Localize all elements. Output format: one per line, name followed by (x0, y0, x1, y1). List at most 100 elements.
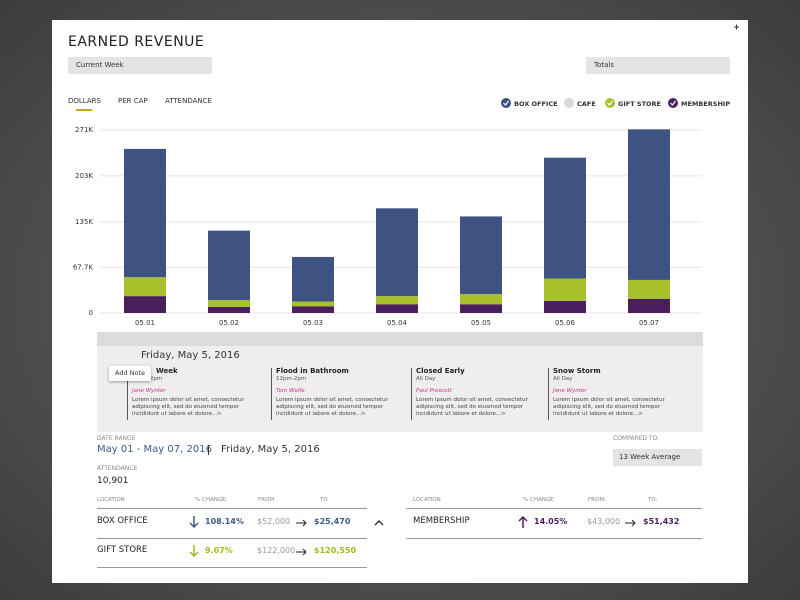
row-divider (406, 538, 702, 539)
bar-segment (544, 278, 586, 301)
compared-select[interactable] (613, 449, 702, 466)
note-time: All Day (553, 376, 573, 382)
note[interactable]: Closed Early All Day Paul Prescott Lorem ip… (411, 368, 544, 420)
y-tick-label: 203K (75, 172, 93, 180)
bar-segment (124, 277, 166, 297)
legend-check (670, 100, 676, 106)
to-arrow (625, 519, 636, 527)
note-author: Jane Wynter (132, 387, 166, 394)
bar-segment (460, 216, 502, 295)
bar-segment (292, 301, 334, 307)
bar-segment (544, 300, 586, 313)
tab[interactable]: PER CAP (118, 97, 148, 105)
legend-swatch[interactable] (605, 98, 615, 108)
bar-segment (292, 306, 334, 313)
x-tick-label: 05.03 (303, 319, 323, 327)
bar-segment (376, 208, 418, 297)
attendance-value: 10,901 (97, 476, 129, 486)
x-tick-label: 05.07 (639, 319, 659, 327)
legend-label[interactable]: GIFT STORE (618, 100, 661, 108)
note[interactable]: Snow Storm All Day Jane Wynter Lorem ipsum … (548, 368, 681, 420)
row-divider (97, 538, 367, 539)
location[interactable]: MEMBERSHIP (413, 516, 470, 526)
date-range: May 01 - May 07, 2016 (97, 444, 212, 455)
notes-panel (97, 332, 703, 432)
note[interactable]: Flood in Bathroom 12pm-2pm Tom Wolfe Lorem … (271, 368, 404, 420)
selected-date: Friday, May 5, 2016 (221, 444, 320, 455)
percent-change: 9.07% (205, 546, 233, 555)
note-text: Lorem ipsum dolor sit amet, consectetur … (276, 397, 388, 417)
column-header: TO (320, 497, 328, 503)
row-divider (406, 508, 702, 509)
y-tick-label: 67.7K (73, 263, 94, 271)
bar-segment (124, 296, 166, 313)
y-tick-label: 271K (75, 126, 93, 134)
note-time: 12pm-2pm (276, 376, 307, 382)
to-value: $120,550 (314, 546, 357, 555)
legend-label[interactable]: BOX OFFICE (514, 100, 558, 108)
note-author: Tom Wolfe (276, 387, 305, 394)
legend-label[interactable]: MEMBERSHIP (681, 100, 730, 108)
bar-segment (376, 296, 418, 305)
column-header: LOCATION (97, 497, 125, 503)
location[interactable]: GIFT STORE (97, 545, 148, 555)
column-header: LOCATION (413, 497, 441, 503)
compared-text: 13 Week Average (619, 453, 681, 461)
bar-segment (544, 157, 586, 279)
from-value: $43,000 (587, 517, 621, 526)
y-tick-label: 0 (89, 309, 93, 317)
y-tick-label: 135K (75, 218, 93, 226)
note-author: Paul Prescott (416, 387, 452, 394)
percent-change: 14.05% (534, 517, 568, 526)
view-select-text: Totals (594, 61, 614, 69)
location[interactable]: BOX OFFICE (97, 516, 148, 526)
bar-segment (208, 300, 250, 307)
date-range-label: DATE RANGE (97, 435, 136, 442)
to-arrow (296, 519, 307, 527)
legend-check (503, 100, 509, 106)
change-arrow (189, 545, 199, 558)
legend-swatch[interactable] (501, 98, 511, 108)
corner-plus[interactable] (734, 24, 739, 30)
add-note-button[interactable]: Add Note (109, 366, 152, 381)
legend-check (607, 100, 613, 106)
bar-segment (460, 304, 502, 313)
bar-segment (208, 230, 250, 301)
note-time: 12pm-2pm (132, 376, 260, 383)
bar-segment (628, 129, 670, 280)
note-time: All Day (416, 376, 436, 382)
bar-segment (628, 298, 670, 313)
note-text: Lorem ipsum dolor sit amet, consectetur … (416, 397, 528, 417)
title: EARNED REVENUE (68, 34, 205, 50)
from-value: $52,000 (257, 517, 291, 526)
attendance-label: ATTENDANCE (97, 465, 138, 472)
note-text: Lorem ipsum dolor sit amet, consectetur … (132, 397, 244, 417)
from-value: $122,000 (257, 546, 296, 555)
percent-change: 108.14% (205, 517, 244, 526)
date-picker[interactable] (68, 57, 212, 74)
collapse-caret[interactable] (374, 520, 384, 526)
notes-date: Friday, May 5, 2016 (141, 350, 240, 361)
legend-label[interactable]: CAFE (577, 100, 596, 108)
column-header: FROM: (588, 497, 606, 503)
note-title: Week (156, 367, 178, 375)
tab-underline (76, 109, 92, 111)
view-select[interactable] (586, 57, 730, 74)
column-header: FROM (258, 497, 275, 503)
x-tick-label: 05.01 (135, 319, 155, 327)
legend-swatch[interactable] (564, 98, 574, 108)
column-header: % CHANGE: (195, 497, 228, 503)
note-text: Lorem ipsum dolor sit amet, consectetur … (553, 397, 665, 417)
bar-segment (124, 148, 166, 278)
legend-swatch[interactable] (668, 98, 678, 108)
tab[interactable]: ATTENDANCE (165, 97, 212, 105)
note-title: Flood in Bathroom (276, 367, 349, 375)
row-divider (97, 567, 367, 568)
bar-segment (292, 256, 334, 302)
tab[interactable]: DOLLARS (68, 97, 101, 105)
row-divider (97, 508, 367, 509)
separator (208, 445, 209, 455)
change-arrow (518, 515, 528, 528)
to-value: $51,432 (643, 517, 680, 526)
date-picker-text: Current Week (76, 61, 124, 69)
